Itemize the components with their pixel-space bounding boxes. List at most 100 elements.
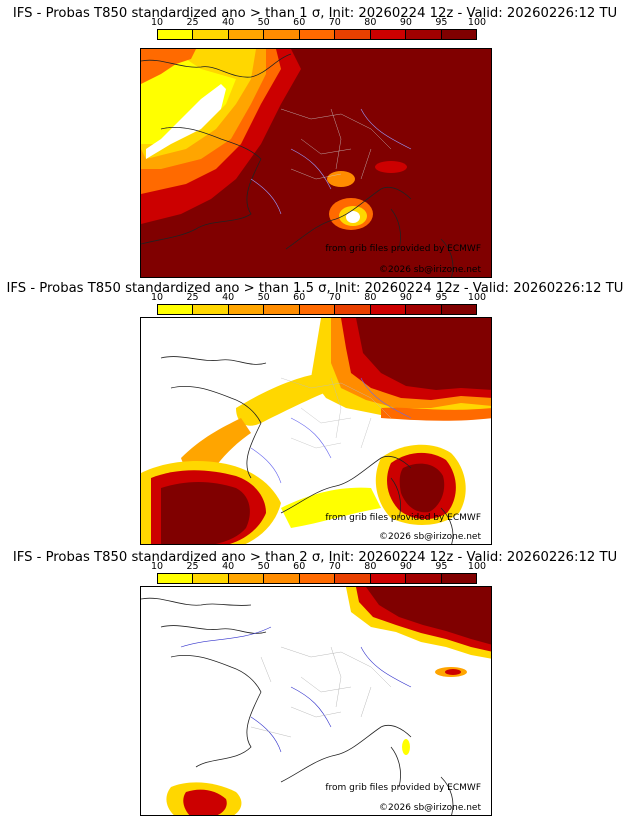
colorbar-legend: 10 25 40 50 60 70 80 90 95 100 (151, 17, 486, 46)
prob-fill-it-max (399, 463, 445, 513)
colorbar-tick-label: 60 (293, 292, 306, 303)
data-source-credit: from grib files provided by ECMWF (325, 244, 481, 254)
colorbar-tick-label: 60 (293, 561, 306, 572)
colorbar-tick-label: 100 (467, 292, 487, 303)
coastlines (141, 53, 454, 277)
colorbar-swatch (335, 305, 371, 314)
map-canvas (141, 318, 491, 544)
colorbar-tick-label: 95 (435, 292, 448, 303)
map-panel-2: IFS - Probas T850 standardized ano > tha… (0, 275, 630, 547)
copyright-credit: ©2026 sb@irizone.net (379, 803, 481, 813)
prob-fill-sw-80 (183, 789, 227, 815)
colorbar-swatch (193, 305, 229, 314)
colorbar-swatch (264, 30, 300, 39)
colorbar-tick-label: 50 (257, 561, 270, 572)
rivers (250, 108, 412, 215)
colorbar-swatches (157, 573, 477, 584)
colorbar-swatch (228, 305, 265, 314)
map-canvas (141, 587, 491, 815)
colorbar-tick-label: 80 (364, 561, 377, 572)
colorbar-swatch (264, 574, 300, 583)
colorbar-swatch (335, 30, 371, 39)
colorbar-swatch (193, 574, 229, 583)
colorbar-swatch (193, 30, 229, 39)
probability-map: from grib files provided by ECMWF ©2026 … (140, 48, 492, 278)
colorbar-legend: 10 25 40 50 60 70 80 90 95 100 (151, 561, 486, 590)
colorbar-swatch (441, 305, 476, 314)
colorbar-tick-label: 40 (222, 292, 235, 303)
map-panel-1: IFS - Probas T850 standardized ano > tha… (0, 0, 630, 278)
colorbar-tick-label: 90 (399, 292, 412, 303)
prob-fill-ne-max (366, 587, 491, 645)
colorbar-swatch (335, 574, 371, 583)
panel-title: IFS - Probas T850 standardized ano > tha… (12, 550, 618, 565)
prob-fill-below (146, 84, 226, 159)
rivers (180, 626, 412, 753)
colorbar-tick-label: 100 (467, 17, 487, 28)
map-canvas (141, 49, 491, 277)
admin-boundaries (280, 377, 392, 449)
prob-fill-10 (141, 59, 236, 144)
coastlines (160, 356, 454, 544)
prob-band-alps (381, 407, 491, 421)
colorbar-tick-label: 10 (150, 292, 164, 303)
colorbar-swatch (441, 574, 476, 583)
prob-spot-alps (327, 171, 355, 187)
colorbar-swatch (299, 574, 336, 583)
colorbar-tick-label: 25 (186, 561, 199, 572)
colorbar-tick-label: 50 (257, 292, 270, 303)
colorbar-swatch (370, 574, 407, 583)
colorbar-swatch (228, 574, 265, 583)
colorbar-tick-label: 40 (222, 17, 235, 28)
data-source-credit: from grib files provided by ECMWF (325, 783, 481, 793)
map-panel-3: IFS - Probas T850 standardized ano > tha… (0, 544, 630, 828)
colorbar-tick-label: 10 (150, 561, 164, 572)
copyright-credit: ©2026 sb@irizone.net (379, 265, 481, 275)
copyright-credit: ©2026 sb@irizone.net (379, 532, 481, 542)
prob-spot-adriatic-core (445, 669, 461, 675)
prob-fill-ne-max (356, 318, 491, 390)
colorbar-swatch (370, 305, 407, 314)
coastlines (141, 597, 454, 815)
prob-spot-inner (346, 211, 360, 223)
colorbar-swatch (264, 305, 300, 314)
colorbar-swatch (158, 30, 194, 39)
prob-fill-sw-max (161, 482, 250, 544)
colorbar-tick-label: 90 (399, 561, 412, 572)
colorbar-swatch (406, 30, 442, 39)
colorbar-swatch (299, 305, 336, 314)
prob-spot-corsica (402, 739, 410, 755)
colorbar-tick-label: 25 (186, 292, 199, 303)
colorbar-tick-label: 40 (222, 561, 235, 572)
admin-boundaries (280, 108, 392, 180)
colorbar-swatch (228, 30, 265, 39)
data-source-credit: from grib files provided by ECMWF (325, 513, 481, 523)
colorbar-swatch (441, 30, 476, 39)
colorbar-swatch (406, 574, 442, 583)
colorbar-tick-label: 25 (186, 17, 199, 28)
colorbar-swatch (406, 305, 442, 314)
panel-title: IFS - Probas T850 standardized ano > tha… (12, 6, 618, 21)
colorbar-tick-label: 80 (364, 292, 377, 303)
colorbar-swatch (158, 305, 194, 314)
colorbar-swatches (157, 29, 477, 40)
colorbar-legend: 10 25 40 50 60 70 80 90 95 100 (151, 292, 486, 321)
colorbar-tick-label: 10 (150, 17, 164, 28)
colorbar-swatch (158, 574, 194, 583)
colorbar-tick-label: 95 (435, 17, 448, 28)
prob-fill-nw (141, 49, 196, 84)
colorbar-tick-label: 70 (328, 292, 341, 303)
colorbar-tick-label: 80 (364, 17, 377, 28)
colorbar-tick-label: 70 (328, 17, 341, 28)
prob-band-med (281, 487, 381, 528)
colorbar-tick-label: 70 (328, 561, 341, 572)
colorbar-tick-label: 100 (467, 561, 487, 572)
colorbar-swatches (157, 304, 477, 315)
probability-map: from grib files provided by ECMWF ©2026 … (140, 317, 492, 545)
colorbar-tick-label: 90 (399, 17, 412, 28)
admin-boundaries (250, 646, 392, 738)
colorbar-tick-label: 95 (435, 561, 448, 572)
colorbar-tick-label: 50 (257, 17, 270, 28)
prob-band-west (236, 373, 336, 426)
colorbar-tick-label: 60 (293, 17, 306, 28)
